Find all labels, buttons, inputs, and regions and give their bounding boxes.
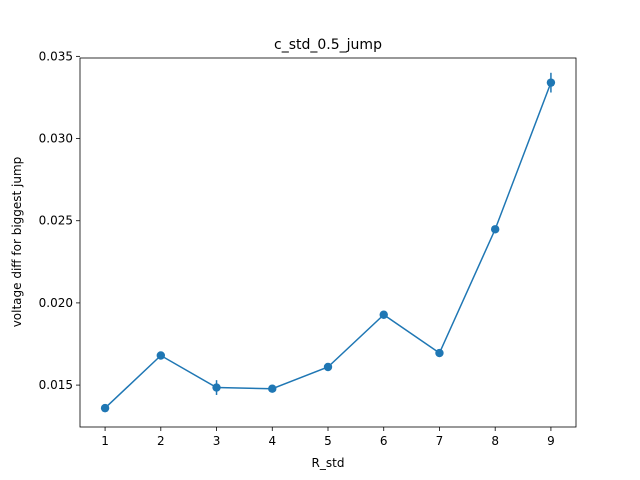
data-point <box>156 351 166 360</box>
x-tick-label: 8 <box>491 434 499 448</box>
y-tick-label: 0.025 <box>39 214 73 228</box>
x-tick-label: 7 <box>436 434 444 448</box>
data-point <box>490 225 500 234</box>
x-tick-label: 2 <box>157 434 165 448</box>
data-point <box>323 362 333 372</box>
x-axis-ticks: 1 2 3 4 5 6 7 8 9 <box>101 427 555 448</box>
data-point <box>435 348 444 358</box>
x-tick-label: 5 <box>324 434 332 448</box>
y-axis-ticks: 0.015 0.020 0.025 0.030 0.035 <box>39 49 80 392</box>
y-tick-label: 0.035 <box>39 49 73 63</box>
data-point <box>100 403 110 413</box>
x-tick-label: 4 <box>268 434 276 448</box>
data-point <box>212 383 221 392</box>
x-axis-label: R_std <box>312 456 345 470</box>
y-tick-label: 0.030 <box>39 132 73 146</box>
chart-title: c_std_0.5_jump <box>274 37 382 53</box>
y-tick-label: 0.020 <box>39 296 73 310</box>
data-point <box>379 310 388 319</box>
series-line <box>104 82 552 409</box>
y-tick-label: 0.015 <box>39 378 73 392</box>
data-point <box>268 384 277 393</box>
x-tick-label: 6 <box>380 434 388 448</box>
y-axis-label: voltage diff for biggest jump <box>10 157 24 328</box>
series-layer <box>100 72 556 413</box>
x-tick-label: 1 <box>101 434 109 448</box>
x-tick-label: 3 <box>213 434 221 448</box>
x-tick-label: 9 <box>547 434 555 448</box>
data-point <box>546 78 556 87</box>
plot-frame <box>79 57 577 428</box>
